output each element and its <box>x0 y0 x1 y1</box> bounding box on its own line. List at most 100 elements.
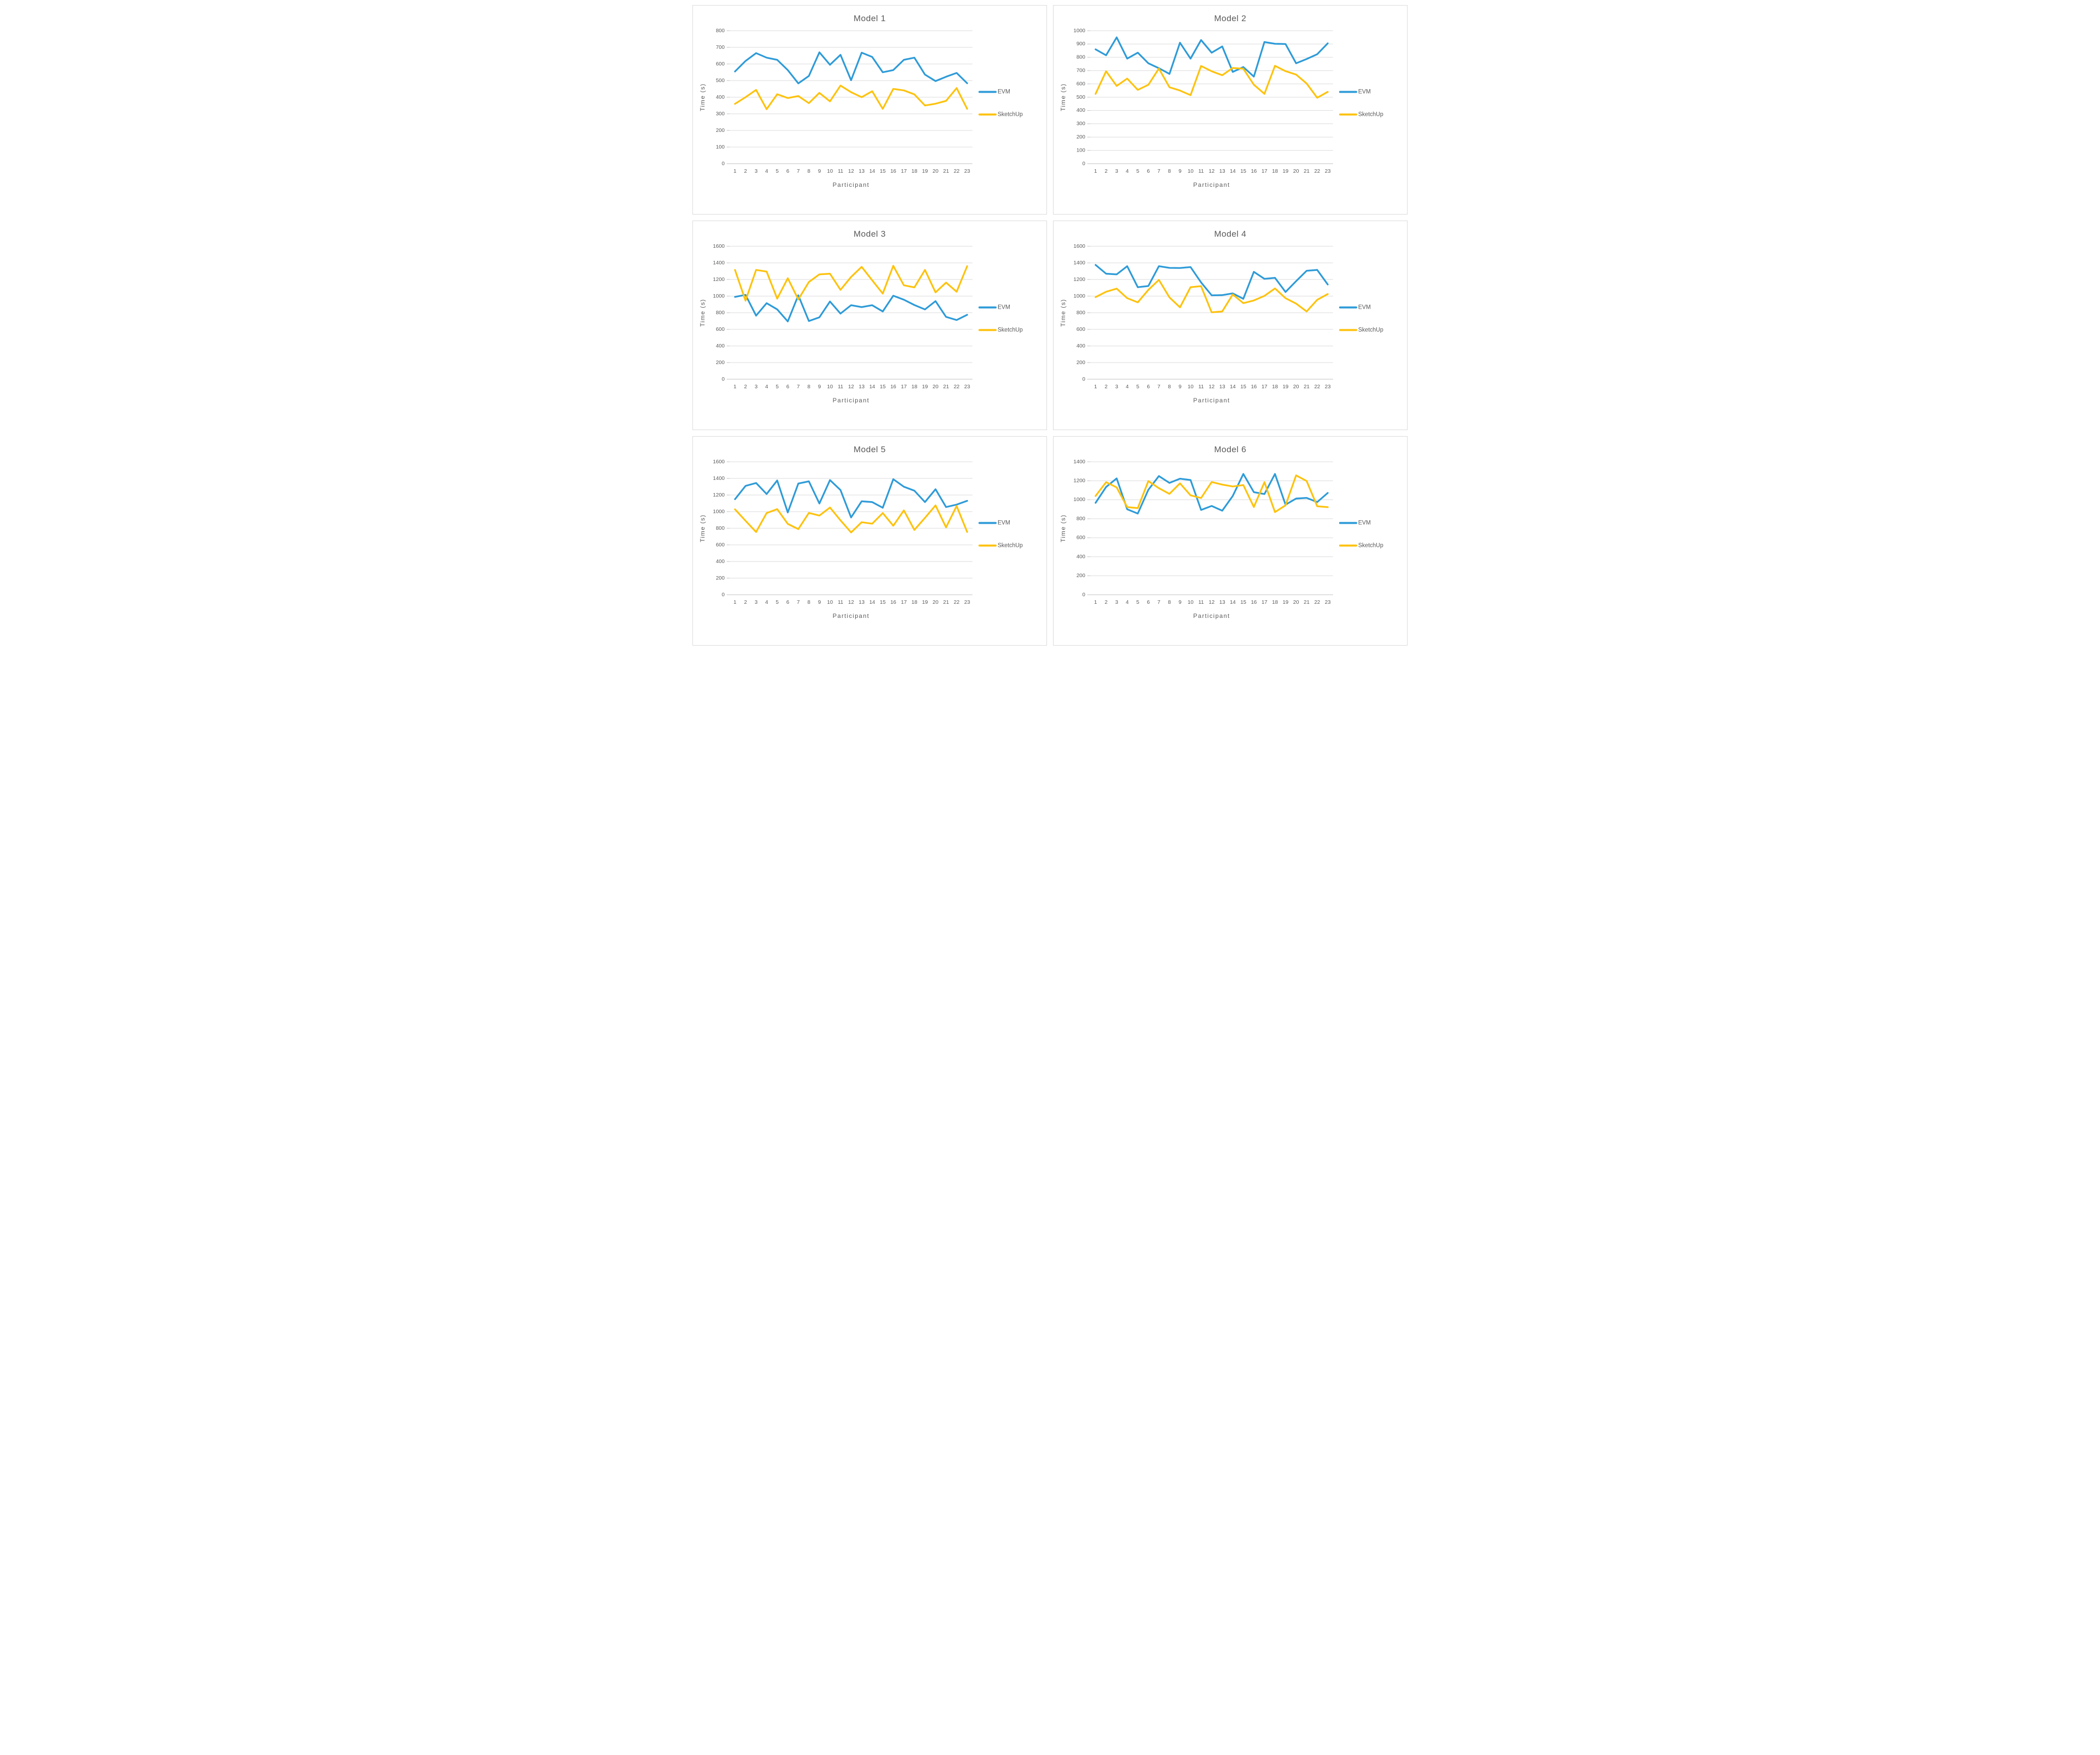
y-tick-label: 400 <box>1076 553 1085 559</box>
x-tick-label: 11 <box>838 168 844 174</box>
x-tick-label: 21 <box>943 168 949 174</box>
x-tick-label: 17 <box>901 384 907 390</box>
y-tick-label: 200 <box>716 575 725 581</box>
x-tick-label: 19 <box>922 168 928 174</box>
x-tick-label: 1 <box>1094 384 1097 390</box>
y-tick-label: 0 <box>1082 592 1085 598</box>
y-tick-label: 1200 <box>713 276 725 283</box>
y-tick-label: 1400 <box>1074 459 1086 465</box>
x-tick-label: 15 <box>880 168 886 174</box>
y-tick-label: 500 <box>716 78 725 84</box>
chart-title: Model 1 <box>854 14 886 23</box>
y-tick-label: 1400 <box>1074 260 1086 266</box>
x-tick-label: 8 <box>1168 599 1171 605</box>
x-tick-label: 9 <box>818 384 821 390</box>
y-tick-label: 800 <box>716 28 725 34</box>
x-tick-label: 3 <box>1115 599 1118 605</box>
legend-label-sketchup: SketchUp <box>1358 542 1383 548</box>
x-tick-label: 18 <box>912 168 918 174</box>
x-tick-label: 10 <box>827 599 833 605</box>
y-axis-title: Time (s) <box>1060 514 1067 542</box>
y-tick-label: 300 <box>1076 121 1085 127</box>
x-tick-label: 23 <box>964 384 970 390</box>
x-tick-label: 10 <box>1187 384 1194 390</box>
x-tick-label: 7 <box>797 599 800 605</box>
series-line-evm <box>1094 473 1329 515</box>
x-tick-label: 20 <box>933 384 939 390</box>
x-tick-label: 12 <box>1209 168 1215 174</box>
x-tick-label: 17 <box>1262 168 1268 174</box>
y-tick-label: 200 <box>1076 360 1085 366</box>
x-tick-label: 18 <box>912 384 918 390</box>
x-tick-label: 8 <box>807 168 810 174</box>
legend-label-evm: EVM <box>1358 89 1371 95</box>
x-tick-label: 7 <box>797 384 800 390</box>
y-tick-label: 300 <box>716 111 725 117</box>
x-tick-label: 4 <box>1126 168 1129 174</box>
x-tick-label: 6 <box>1147 384 1150 390</box>
x-tick-label: 6 <box>786 384 789 390</box>
y-tick-label: 600 <box>716 326 725 332</box>
x-tick-label: 14 <box>869 384 875 390</box>
x-tick-label: 11 <box>1199 384 1204 390</box>
x-tick-label: 21 <box>943 384 949 390</box>
x-tick-label: 2 <box>1105 384 1108 390</box>
legend-label-evm: EVM <box>998 520 1010 526</box>
x-tick-label: 22 <box>954 168 960 174</box>
legend-label-sketchup: SketchUp <box>1358 111 1383 117</box>
x-tick-label: 1 <box>1094 168 1097 174</box>
x-tick-label: 11 <box>1199 599 1204 605</box>
x-tick-label: 23 <box>1325 168 1331 174</box>
x-tick-label: 16 <box>1251 384 1257 390</box>
x-tick-label: 7 <box>1157 599 1160 605</box>
x-tick-label: 5 <box>1136 599 1139 605</box>
x-tick-label: 13 <box>859 168 865 174</box>
x-tick-label: 3 <box>754 168 757 174</box>
x-tick-label: 19 <box>1283 384 1289 390</box>
x-tick-label: 2 <box>1105 168 1108 174</box>
x-tick-label: 22 <box>1314 599 1320 605</box>
x-tick-label: 20 <box>1293 599 1299 605</box>
series-line-evm <box>734 478 968 519</box>
legend-label-evm: EVM <box>1358 304 1371 310</box>
x-tick-label: 17 <box>1262 599 1268 605</box>
x-tick-label: 21 <box>1304 384 1310 390</box>
x-tick-label: 16 <box>890 384 896 390</box>
legend-label-sketchup: SketchUp <box>998 542 1023 548</box>
y-axis-title: Time (s) <box>1060 299 1067 327</box>
x-tick-label: 5 <box>776 168 779 174</box>
legend-label-evm: EVM <box>1358 520 1371 526</box>
x-tick-label: 17 <box>901 599 907 605</box>
y-tick-label: 1600 <box>713 243 725 249</box>
x-tick-label: 6 <box>1147 168 1150 174</box>
x-tick-label: 8 <box>1168 168 1171 174</box>
x-tick-label: 4 <box>765 599 768 605</box>
x-tick-label: 5 <box>1136 168 1139 174</box>
y-tick-label: 400 <box>716 343 725 349</box>
y-tick-label: 800 <box>716 525 725 531</box>
series-line-evm <box>1094 36 1329 78</box>
y-tick-label: 100 <box>1076 147 1085 153</box>
x-tick-label: 5 <box>776 599 779 605</box>
legend-label-sketchup: SketchUp <box>998 111 1023 117</box>
series-line-evm <box>1094 264 1329 300</box>
series-line-sketchup <box>1094 279 1329 313</box>
x-tick-label: 18 <box>1272 599 1278 605</box>
x-tick-label: 9 <box>1178 384 1181 390</box>
chart-panel-model-3: Model 3 0 200 400 600 800 1000 1200 1400 1600 1 2 3 4… <box>692 221 1047 430</box>
x-tick-label: 20 <box>933 168 939 174</box>
y-tick-label: 1400 <box>713 260 725 266</box>
chart-panel-model-2: Model 2 0 100 200 300 400 500 600 700 800 900 1000 1… <box>1053 5 1408 215</box>
y-tick-label: 1200 <box>1074 477 1086 483</box>
x-tick-label: 8 <box>1168 384 1171 390</box>
x-tick-label: 23 <box>1325 384 1331 390</box>
y-tick-label: 800 <box>1076 516 1085 522</box>
legend-label-evm: EVM <box>998 304 1010 310</box>
y-tick-label: 800 <box>1076 54 1085 60</box>
y-tick-label: 200 <box>716 360 725 366</box>
y-tick-label: 400 <box>716 94 725 100</box>
y-tick-label: 100 <box>716 144 725 150</box>
y-axis-title: Time (s) <box>699 514 706 542</box>
x-tick-label: 3 <box>1115 384 1118 390</box>
